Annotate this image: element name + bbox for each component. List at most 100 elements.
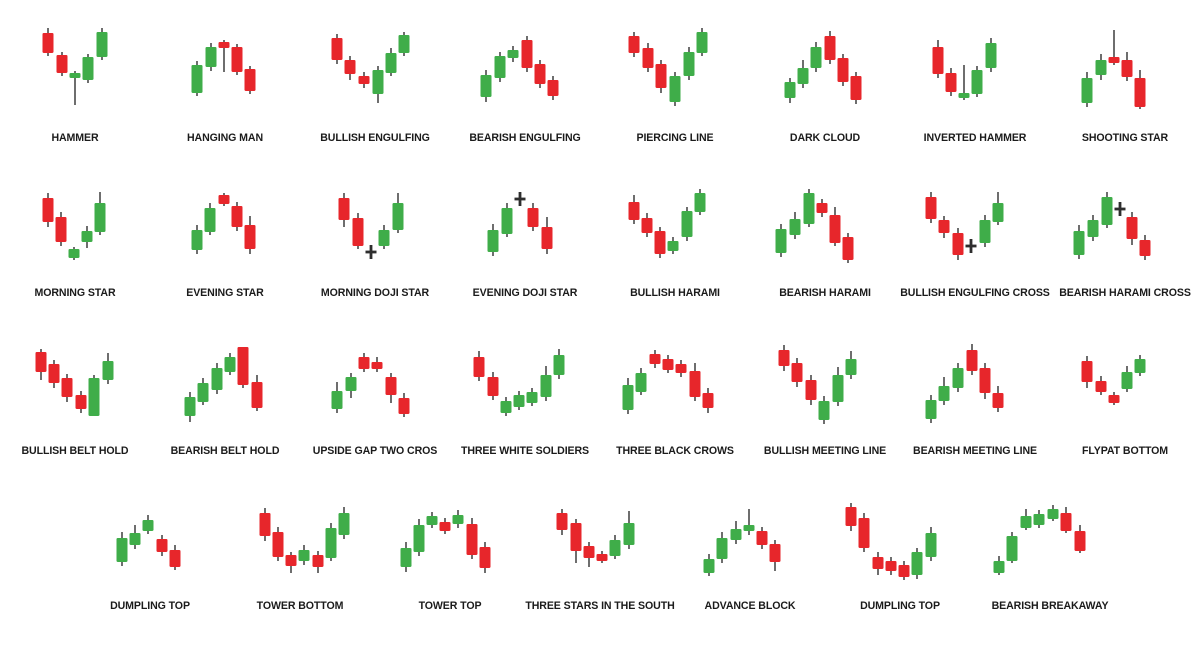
pattern-label: BEARISH BREAKAWAY — [991, 600, 1109, 612]
pattern-cell: BEARISH ENGULFING — [450, 10, 600, 155]
candle-body-bearish — [945, 73, 957, 92]
candle-body-bullish — [338, 513, 350, 535]
candlestick-pattern-chart — [628, 28, 708, 106]
candle-body-bullish — [993, 561, 1005, 573]
pattern-cell: HANGING MAN — [150, 10, 300, 155]
candle-body-bearish — [521, 40, 533, 68]
pattern-label: BULLISH ENGULFING — [320, 132, 430, 144]
candle-body-bullish — [1121, 372, 1133, 389]
candle-body-bearish — [689, 371, 701, 397]
candlestick-pattern-chart — [925, 344, 1004, 423]
pattern-cell: DUMPLING TOP — [825, 495, 975, 640]
candle-body-bullish — [985, 43, 997, 68]
candle-body-bearish — [169, 550, 181, 567]
candle-body-bullish — [694, 193, 706, 212]
candle-body-bullish — [1073, 231, 1085, 255]
candle-body-bearish — [850, 76, 862, 100]
candle-body-bearish — [979, 368, 991, 393]
pattern-cell: DARK CLOUD — [750, 10, 900, 155]
pattern-label: MORNING STAR — [34, 287, 116, 299]
candle-body-bearish — [1121, 60, 1133, 77]
candle-body-bullish — [69, 73, 81, 78]
candle-body-bullish — [68, 249, 80, 258]
candle-body-bearish — [1139, 240, 1151, 256]
candle-body-bearish — [344, 60, 356, 74]
pattern-label: BEARISH HARAMI CROSS — [1059, 287, 1191, 299]
pattern-label: UPSIDE GAP TWO CROS — [312, 445, 438, 457]
pattern-cell: TOWER TOP — [375, 495, 525, 640]
candle-body-bearish — [872, 557, 884, 569]
candle-body-bullish — [1047, 509, 1059, 519]
candle-body-bearish — [473, 357, 485, 377]
candle-body-bullish — [553, 355, 565, 375]
pattern-cell: BULLISH MEETING LINE — [750, 335, 900, 480]
pattern-label: EVENING DOJI STAR — [472, 287, 578, 299]
pattern-label: HAMMER — [51, 132, 99, 144]
candle-body-bearish — [925, 197, 937, 219]
candle-body-bearish — [338, 198, 350, 220]
candle-body-bullish — [526, 392, 538, 403]
candle-body-bearish — [1074, 531, 1086, 551]
candle-body-bullish — [730, 529, 742, 540]
pattern-row-2: MORNING STAR EVENING STAR MORNING DOJI STA… — [0, 175, 1200, 320]
candlestick-pattern-chart — [556, 509, 635, 567]
pattern-label: BULLISH HARAMI — [630, 287, 720, 299]
candle-body-bullish — [925, 400, 937, 419]
pattern-label: HANGING MAN — [187, 132, 263, 144]
candle-body-bullish — [703, 559, 715, 573]
candle-body-bearish — [1060, 513, 1072, 531]
pattern-label: THREE BLACK CROWS — [616, 445, 734, 457]
candle-body-bearish — [885, 561, 897, 571]
candlestick-pattern-chart — [993, 505, 1086, 575]
pattern-label: BEARISH MEETING LINE — [913, 445, 1037, 457]
candlestick-pattern-chart — [784, 31, 862, 104]
candle-body-bullish — [211, 368, 223, 390]
pattern-cell: HAMMER — [0, 10, 150, 155]
candle-body-bullish — [204, 208, 216, 232]
pattern-label: INVERTED HAMMER — [923, 132, 1027, 144]
candle-body-bearish — [842, 237, 854, 260]
candle-body-bullish — [667, 241, 679, 251]
candlestick-pattern-chart — [331, 353, 410, 417]
pattern-label: BULLISH ENGULFING CROSS — [900, 287, 1050, 299]
candle-body-bullish — [540, 375, 552, 397]
candle-body-bearish — [829, 215, 841, 243]
candle-body-bullish — [716, 538, 728, 559]
candle-body-bullish — [1134, 359, 1146, 373]
candle-body-bullish — [116, 538, 128, 562]
pattern-cell: BEARISH MEETING LINE — [900, 335, 1050, 480]
candlestick-pattern-chart — [191, 193, 256, 254]
pattern-cell: FLYPAT BOTTOM — [1050, 335, 1200, 480]
candle-body-bullish — [500, 401, 512, 413]
candlestick-pattern-chart — [191, 40, 256, 96]
pattern-row-1: HAMMER HANGING MAN BULLISH ENGULFING BEARIS… — [0, 10, 1200, 155]
pattern-label: ADVANCE BLOCK — [704, 600, 796, 612]
candle-body-bearish — [75, 395, 87, 409]
candle-body-bullish — [94, 203, 106, 232]
pattern-label: MORNING DOJI STAR — [320, 287, 430, 299]
candle-body-bullish — [979, 220, 991, 243]
candle-body-bearish — [272, 532, 284, 557]
candle-body-bearish — [556, 513, 568, 530]
candle-body-bearish — [385, 377, 397, 395]
candle-body-bullish — [205, 47, 217, 67]
candlestick-pattern-chart — [42, 28, 108, 105]
pattern-label: TOWER TOP — [418, 600, 482, 612]
candle-body-bearish — [237, 347, 249, 385]
pattern-label: SHOOTING STAR — [1081, 132, 1169, 144]
candle-body-bullish — [789, 219, 801, 235]
candle-body-bullish — [681, 211, 693, 237]
candle-body-bullish — [971, 70, 983, 94]
candle-body-bullish — [82, 57, 94, 80]
pattern-cell: THREE WHITE SOLDIERS — [450, 335, 600, 480]
pattern-cell: MORNING STAR — [0, 175, 150, 320]
pattern-cell: BEARISH BREAKAWAY — [975, 495, 1125, 640]
candlestick-pattern-chart — [1081, 355, 1146, 405]
candle-body-bearish — [1108, 395, 1120, 403]
pattern-cell: SHOOTING STAR — [1050, 10, 1200, 155]
candle-body-bullish — [81, 231, 93, 242]
candle-body-bearish — [858, 518, 870, 548]
candle-body-bullish — [803, 193, 815, 224]
candle-body-bearish — [487, 377, 499, 396]
candle-body-bullish — [818, 401, 830, 420]
